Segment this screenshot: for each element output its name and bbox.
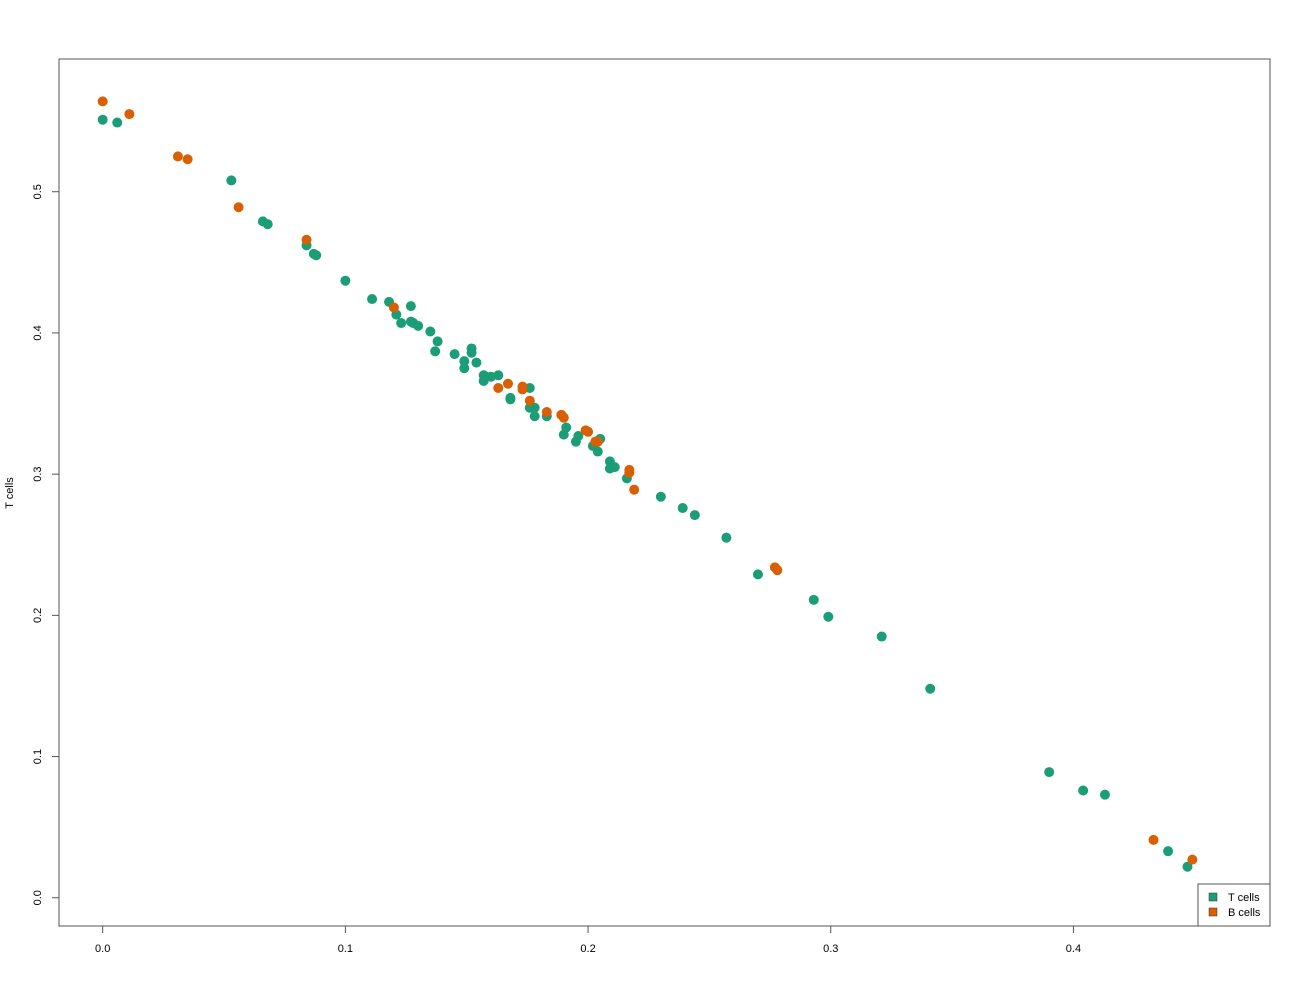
x-axis: 0.0 0.1 0.2 0.3 0.4 [95,925,1081,955]
x-tick-label: 0.1 [338,943,353,955]
legend-box [1197,883,1271,927]
point-t-cells [430,346,441,357]
y-tick-label: 0.5 [32,184,44,199]
series-t-cells [97,114,1193,872]
point-t-cells [1078,785,1089,796]
y-tick-label: 0.0 [32,890,44,905]
point-b-cells [1187,854,1198,865]
point-t-cells [677,503,688,514]
point-t-cells [367,294,378,305]
point-t-cells [493,370,504,381]
point-b-cells [583,426,594,437]
point-b-cells [592,436,603,447]
legend-swatch-b-cells [1208,907,1218,917]
point-b-cells [772,565,783,576]
legend-label-b-cells: B cells [1228,907,1261,919]
point-b-cells [517,384,528,395]
point-b-cells [301,234,312,245]
y-tick-label: 0.1 [32,749,44,764]
point-b-cells [172,151,183,162]
point-t-cells [459,356,470,367]
point-t-cells [561,422,572,433]
point-t-cells [1182,861,1193,872]
x-tick-label: 0.2 [580,943,595,955]
point-t-cells [413,320,424,331]
point-t-cells [529,402,540,413]
point-t-cells [466,347,477,358]
point-t-cells [459,363,470,374]
point-t-cells [1099,789,1110,800]
point-t-cells [925,683,936,694]
point-b-cells [124,109,135,120]
point-t-cells [876,631,887,642]
point-t-cells [471,357,482,368]
point-t-cells [529,411,540,422]
point-t-cells [721,532,732,543]
point-t-cells [97,114,108,125]
point-b-cells [524,395,535,406]
point-t-cells [808,594,819,605]
point-t-cells [609,462,620,473]
point-b-cells [541,407,552,418]
x-tick-label: 0.0 [95,943,110,955]
legend: T cells B cells [1197,883,1271,927]
point-t-cells [505,392,516,403]
point-t-cells [396,318,407,329]
point-t-cells [311,250,322,261]
point-t-cells [823,611,834,622]
point-b-cells [1148,834,1159,845]
point-t-cells [449,349,460,360]
point-t-cells [689,510,700,521]
data-points [97,96,1198,872]
series-b-cells [97,96,1198,865]
point-b-cells [388,302,399,313]
point-b-cells [182,154,193,165]
point-t-cells [752,569,763,580]
point-b-cells [493,383,504,394]
point-t-cells [262,219,273,230]
point-t-cells [425,326,436,337]
y-tick-label: 0.2 [32,608,44,623]
legend-swatch-t-cells [1208,892,1218,902]
point-t-cells [432,336,443,347]
point-b-cells [233,202,244,213]
y-tick-label: 0.4 [32,325,44,340]
y-tick-label: 0.3 [32,466,44,481]
point-t-cells [340,275,351,286]
point-b-cells [502,378,513,389]
y-axis: 0.0 0.1 0.2 0.3 0.4 0.5 [32,184,60,905]
point-t-cells [405,301,416,312]
x-tick-label: 0.3 [823,943,838,955]
point-t-cells [1044,767,1055,778]
point-t-cells [655,491,666,502]
point-b-cells [558,412,569,423]
point-b-cells [97,96,108,107]
y-axis-title: T cells [4,477,16,509]
point-b-cells [629,484,640,495]
point-t-cells [573,431,584,442]
point-t-cells [592,446,603,457]
point-b-cells [624,467,635,478]
point-t-cells [112,117,123,128]
point-t-cells [226,175,237,186]
plot-frame [58,58,1271,927]
x-tick-label: 0.4 [1066,943,1081,955]
point-t-cells [1163,846,1174,857]
legend-label-t-cells: T cells [1228,892,1260,904]
